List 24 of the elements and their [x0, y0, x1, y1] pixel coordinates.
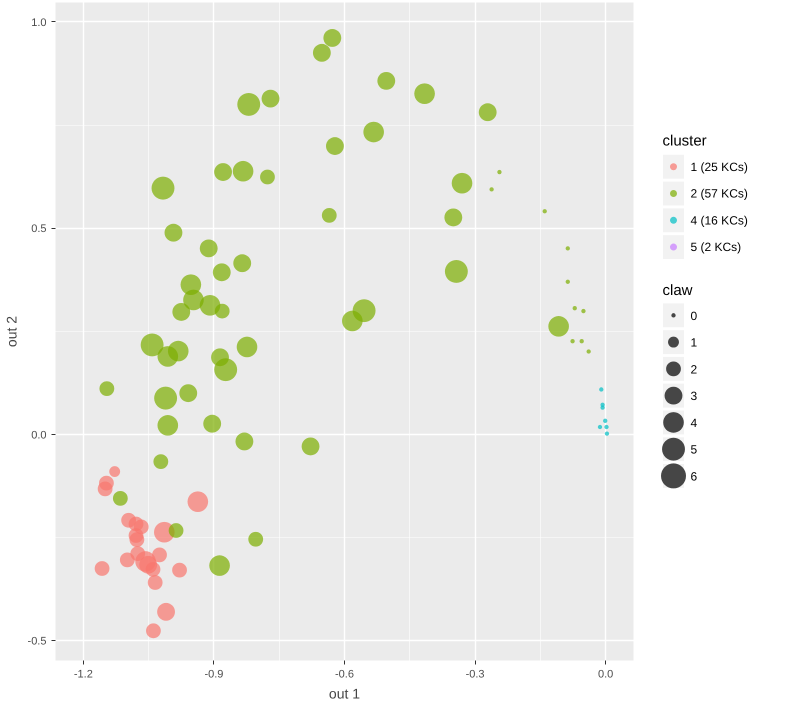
- x-tick-label: -0.6: [335, 668, 354, 680]
- legend-label: 1: [690, 336, 698, 350]
- y-tick-label: 1.0: [31, 16, 47, 29]
- x-tick-label: 0.0: [598, 668, 614, 680]
- y-axis-title: out 2: [4, 316, 20, 348]
- x-tick-label: -0.3: [466, 668, 485, 680]
- legend-label: 6: [690, 469, 698, 484]
- legend-label: 5: [690, 442, 698, 457]
- y-tick-label: 0.5: [31, 223, 47, 236]
- x-tick-label: -0.9: [204, 668, 224, 680]
- legend-label: 3: [690, 389, 698, 404]
- legend-label: 4: [690, 416, 698, 430]
- x-tick-label: -1.2: [74, 668, 93, 680]
- legend-label: 5 (2 KCs): [690, 240, 742, 254]
- legend-label: 0: [690, 308, 698, 323]
- text: claw: [662, 282, 693, 299]
- text: cluster: [662, 132, 707, 150]
- legend-label: 2 (57 KCs): [690, 186, 748, 201]
- legend-label: 1 (25 KCs): [690, 160, 748, 174]
- y-tick-label: 0.0: [31, 429, 47, 442]
- legend-label: 2: [690, 362, 698, 376]
- x-axis-title: out 1: [328, 686, 360, 702]
- y-tick-label: -0.5: [28, 636, 47, 648]
- legend-label: 4 (16 KCs): [690, 213, 748, 228]
